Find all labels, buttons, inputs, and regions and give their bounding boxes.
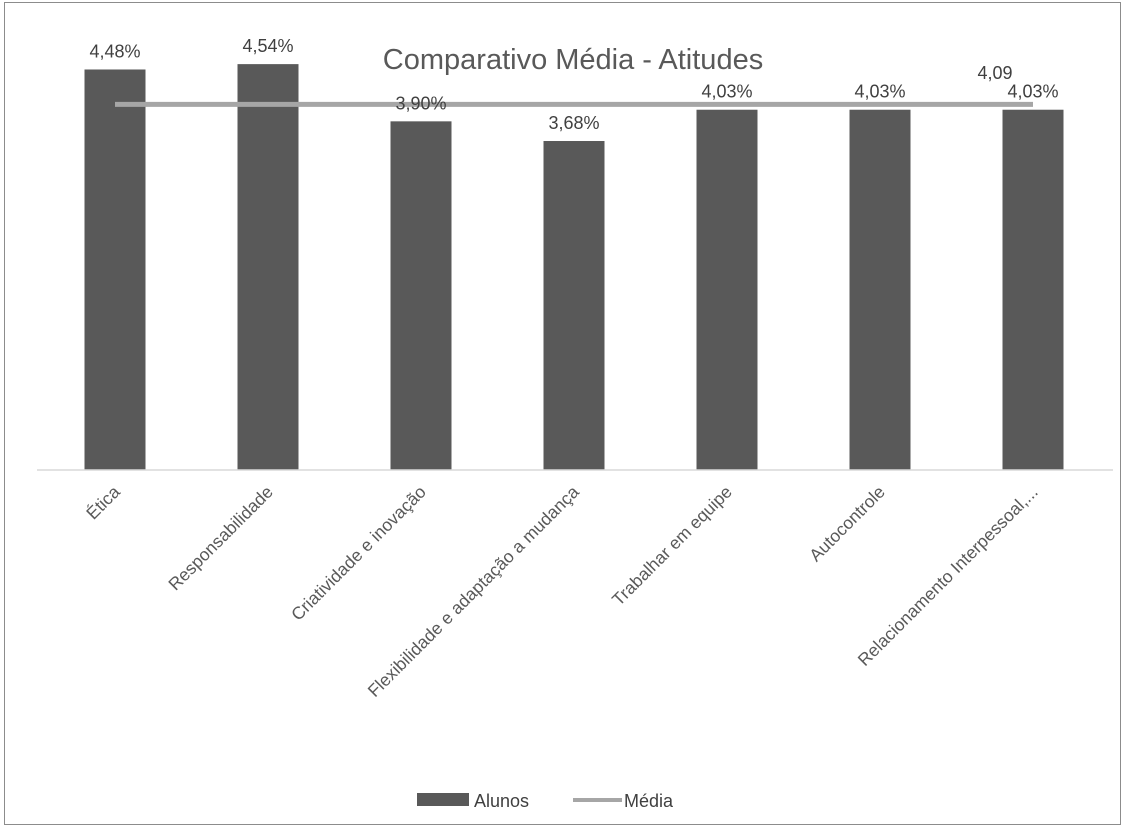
data-label: 3,68% <box>548 113 599 133</box>
bar-alunos <box>696 109 758 470</box>
data-label: 4,54% <box>242 36 293 56</box>
data-label-media: 4,09 <box>977 63 1012 83</box>
labels-layer: 4,48% 4,54%3,90%3,68%4,03% 4,03% 4,03%4,09 <box>89 36 1058 133</box>
bar-alunos <box>1002 109 1064 470</box>
chart-svg: Comparativo Média - Atitudes 4,48% 4,54% 3… <box>37 36 1113 811</box>
category-label: Relacionamento Interpessoal,... <box>854 482 1042 670</box>
chart-frame: Comparativo Média - Atitudes 4,48% 4,54% 3… <box>4 2 1121 825</box>
bars-layer <box>84 64 1064 471</box>
legend-label-alunos: Alunos <box>474 791 529 811</box>
category-label: Criatividade e inovação <box>287 482 430 625</box>
legend-label-media: Média <box>624 791 674 811</box>
bar-alunos <box>237 64 299 471</box>
data-label: 3,90% <box>395 93 446 113</box>
data-label: 4,03% <box>854 82 905 102</box>
bar-alunos <box>84 69 146 470</box>
category-label: Ética <box>82 481 124 523</box>
data-label: 4,03% <box>1007 82 1058 102</box>
bar-alunos <box>390 121 452 470</box>
category-labels: Ética Responsabilidade Criatividade e inov… <box>82 481 1042 700</box>
bar-alunos <box>849 109 911 470</box>
category-label: Responsabilidade <box>164 482 277 595</box>
data-label: 4,03% <box>701 82 752 102</box>
bar-alunos <box>543 141 605 470</box>
chart-title: Comparativo Média - Atitudes <box>383 44 763 76</box>
legend-swatch-alunos <box>417 793 469 806</box>
legend: Alunos Média <box>417 791 674 811</box>
data-label: 4,48% <box>89 41 140 61</box>
category-label: Autocontrole <box>805 482 889 566</box>
category-label: Trabalhar em equipe <box>608 482 736 610</box>
